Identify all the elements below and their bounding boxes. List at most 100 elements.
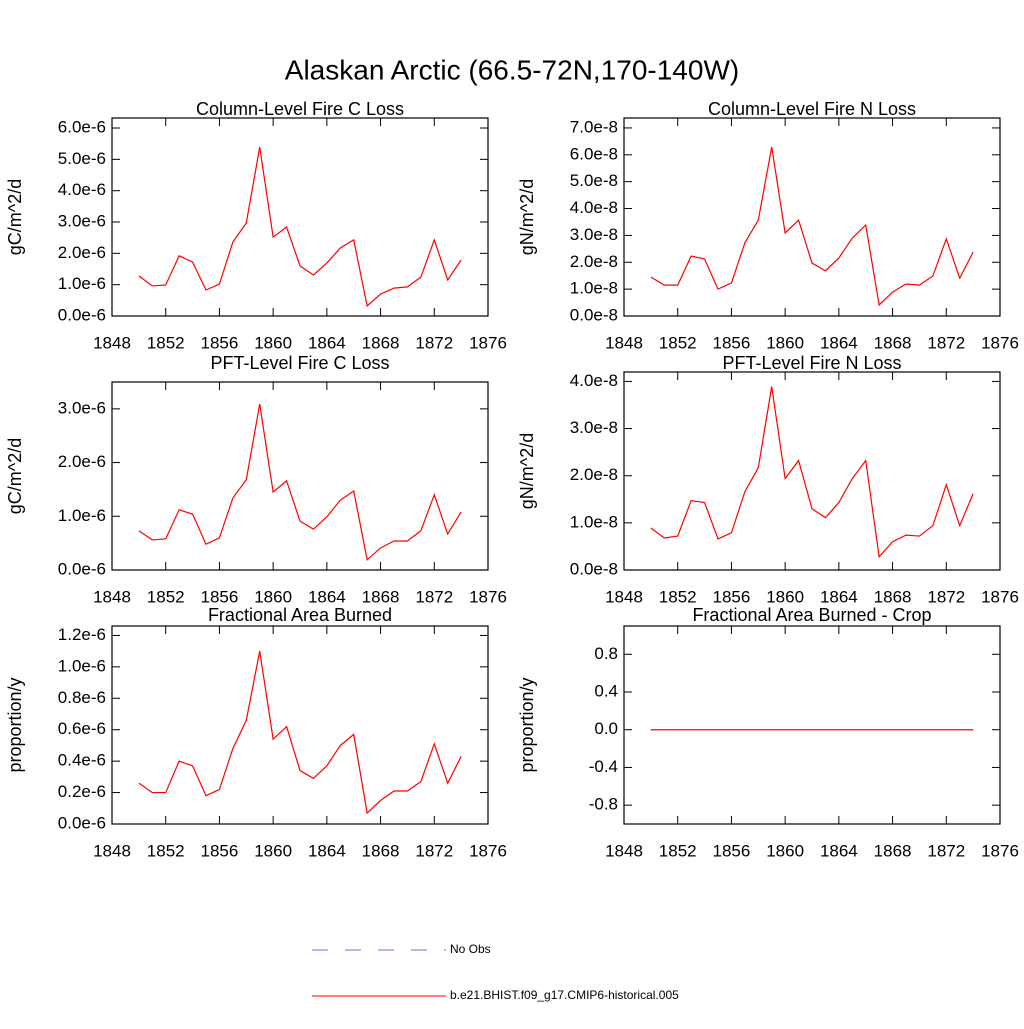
- x-tick-label: 1852: [659, 841, 697, 860]
- x-tick-label: 1868: [874, 841, 912, 860]
- y-tick-label: 2.0e-8: [570, 252, 618, 271]
- y-tick-label: 0.0e-6: [58, 559, 106, 578]
- x-tick-label: 1864: [308, 587, 346, 606]
- x-tick-label: 1864: [308, 333, 346, 352]
- x-tick-label: 1860: [766, 587, 804, 606]
- y-tick-label: 3.0e-8: [570, 225, 618, 244]
- x-tick-label: 1856: [713, 841, 751, 860]
- y-axis-label: proportion/y: [5, 677, 25, 772]
- x-tick-label: 1848: [605, 587, 643, 606]
- y-tick-label: 4.0e-8: [570, 371, 618, 390]
- legend-label: No Obs: [450, 942, 491, 956]
- panel-title: Column-Level Fire C Loss: [196, 99, 404, 119]
- plot-frame: [111, 117, 489, 317]
- x-tick-label: 1848: [93, 333, 131, 352]
- x-tick-label: 1876: [469, 841, 507, 860]
- plot-frame: [111, 625, 489, 825]
- panel-title: PFT-Level Fire N Loss: [722, 353, 901, 373]
- y-tick-label: 5.0e-6: [58, 149, 106, 168]
- y-tick-label: 2.0e-8: [570, 465, 618, 484]
- y-tick-label: 0.0e-8: [570, 305, 618, 324]
- plot-frame: [623, 371, 1001, 571]
- plot-frame: [623, 625, 1001, 825]
- figure-title: Alaskan Arctic (66.5-72N,170-140W): [285, 54, 739, 85]
- y-tick-label: -0.8: [589, 795, 618, 814]
- y-tick-label: 2.0e-6: [58, 243, 106, 262]
- y-tick-label: 5.0e-8: [570, 171, 618, 190]
- x-tick-label: 1872: [415, 587, 453, 606]
- y-tick-label: 1.2e-6: [58, 625, 106, 644]
- data-line: [138, 651, 462, 815]
- x-tick-label: 1864: [820, 841, 858, 860]
- x-tick-label: 1860: [254, 841, 292, 860]
- x-tick-label: 1864: [820, 333, 858, 352]
- x-tick-label: 1872: [927, 333, 965, 352]
- x-tick-label: 1856: [201, 333, 239, 352]
- x-tick-label: 1852: [147, 333, 185, 352]
- x-tick-label: 1856: [713, 587, 751, 606]
- x-tick-label: 1848: [93, 841, 131, 860]
- x-tick-label: 1868: [362, 333, 400, 352]
- y-tick-label: 0.2e-6: [58, 782, 106, 801]
- data-line: [138, 147, 462, 308]
- x-tick-label: 1876: [469, 587, 507, 606]
- x-tick-label: 1868: [362, 841, 400, 860]
- y-tick-label: 1.0e-6: [58, 656, 106, 675]
- y-tick-label: 1.0e-8: [570, 512, 618, 531]
- y-tick-label: 6.0e-6: [58, 118, 106, 137]
- plot-frame: [111, 381, 489, 571]
- x-tick-label: 1860: [766, 841, 804, 860]
- y-tick-label: 0.0: [594, 719, 618, 738]
- y-axis-label: gN/m^2/d: [517, 179, 537, 255]
- x-tick-label: 1876: [469, 333, 507, 352]
- x-tick-label: 1876: [981, 333, 1019, 352]
- panel-title: PFT-Level Fire C Loss: [210, 353, 389, 373]
- x-tick-label: 1872: [927, 587, 965, 606]
- x-tick-label: 1860: [254, 333, 292, 352]
- y-tick-label: 3.0e-8: [570, 418, 618, 437]
- x-tick-label: 1852: [147, 587, 185, 606]
- y-tick-label: 4.0e-8: [570, 198, 618, 217]
- panel-title: Fractional Area Burned - Crop: [692, 605, 931, 625]
- data-line: [650, 386, 974, 559]
- x-tick-label: 1856: [201, 841, 239, 860]
- y-tick-label: 0.0e-8: [570, 559, 618, 578]
- panel-title: Column-Level Fire N Loss: [708, 99, 916, 119]
- x-tick-label: 1864: [820, 587, 858, 606]
- y-tick-label: 2.0e-6: [58, 452, 106, 471]
- x-tick-label: 1872: [927, 841, 965, 860]
- y-axis-label: proportion/y: [517, 677, 537, 772]
- y-tick-label: 0.0e-6: [58, 813, 106, 832]
- y-tick-label: 1.0e-8: [570, 279, 618, 298]
- x-tick-label: 1876: [981, 587, 1019, 606]
- y-axis-label: gC/m^2/d: [5, 438, 25, 514]
- x-tick-label: 1876: [981, 841, 1019, 860]
- y-tick-label: 3.0e-6: [58, 398, 106, 417]
- y-axis-label: gN/m^2/d: [517, 433, 537, 509]
- x-tick-label: 1848: [93, 587, 131, 606]
- x-tick-label: 1852: [659, 333, 697, 352]
- x-tick-label: 1856: [201, 587, 239, 606]
- x-tick-label: 1860: [766, 333, 804, 352]
- y-tick-label: 0.8: [594, 644, 618, 663]
- x-tick-label: 1848: [605, 841, 643, 860]
- data-line: [138, 403, 462, 561]
- y-axis-label: gC/m^2/d: [5, 179, 25, 255]
- y-tick-label: 1.0e-6: [58, 506, 106, 525]
- y-tick-label: 0.6e-6: [58, 719, 106, 738]
- y-tick-label: 7.0e-8: [570, 117, 618, 136]
- y-tick-label: 6.0e-8: [570, 144, 618, 163]
- x-tick-label: 1872: [415, 333, 453, 352]
- y-tick-label: 4.0e-6: [58, 180, 106, 199]
- plot-frame: [623, 117, 1001, 317]
- x-tick-label: 1868: [874, 333, 912, 352]
- data-line: [650, 146, 974, 307]
- y-tick-label: 0.4: [594, 681, 618, 700]
- x-tick-label: 1868: [362, 587, 400, 606]
- x-tick-label: 1864: [308, 841, 346, 860]
- x-tick-label: 1852: [659, 587, 697, 606]
- y-tick-label: 0.4e-6: [58, 751, 106, 770]
- y-tick-label: 1.0e-6: [58, 274, 106, 293]
- legend-label: b.e21.BHIST.f09_g17.CMIP6-historical.005: [450, 988, 679, 1002]
